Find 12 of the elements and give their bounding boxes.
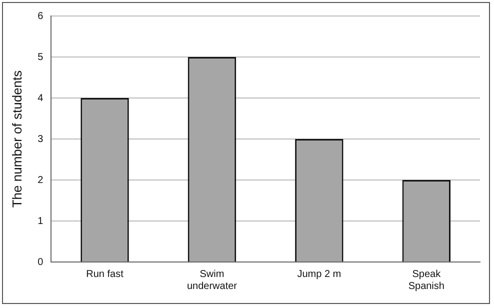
y-tick-label: 4 xyxy=(38,92,44,104)
y-tick-label: 3 xyxy=(38,134,44,145)
y-tick-label: 0 xyxy=(38,256,44,268)
x-tick-label: Swim underwater xyxy=(186,268,238,292)
x-tick-label: Run fast xyxy=(86,268,124,280)
y-tick-label: 1 xyxy=(38,216,44,227)
y-tick-label: 6 xyxy=(38,10,44,22)
y-tick-label: 5 xyxy=(38,52,44,63)
y-axis-title: The number of students xyxy=(9,70,24,208)
x-tick-label: Speak Spanish xyxy=(408,268,444,292)
y-tick-label: 2 xyxy=(38,174,44,186)
x-tick-label: Jump 2 m xyxy=(297,268,342,280)
